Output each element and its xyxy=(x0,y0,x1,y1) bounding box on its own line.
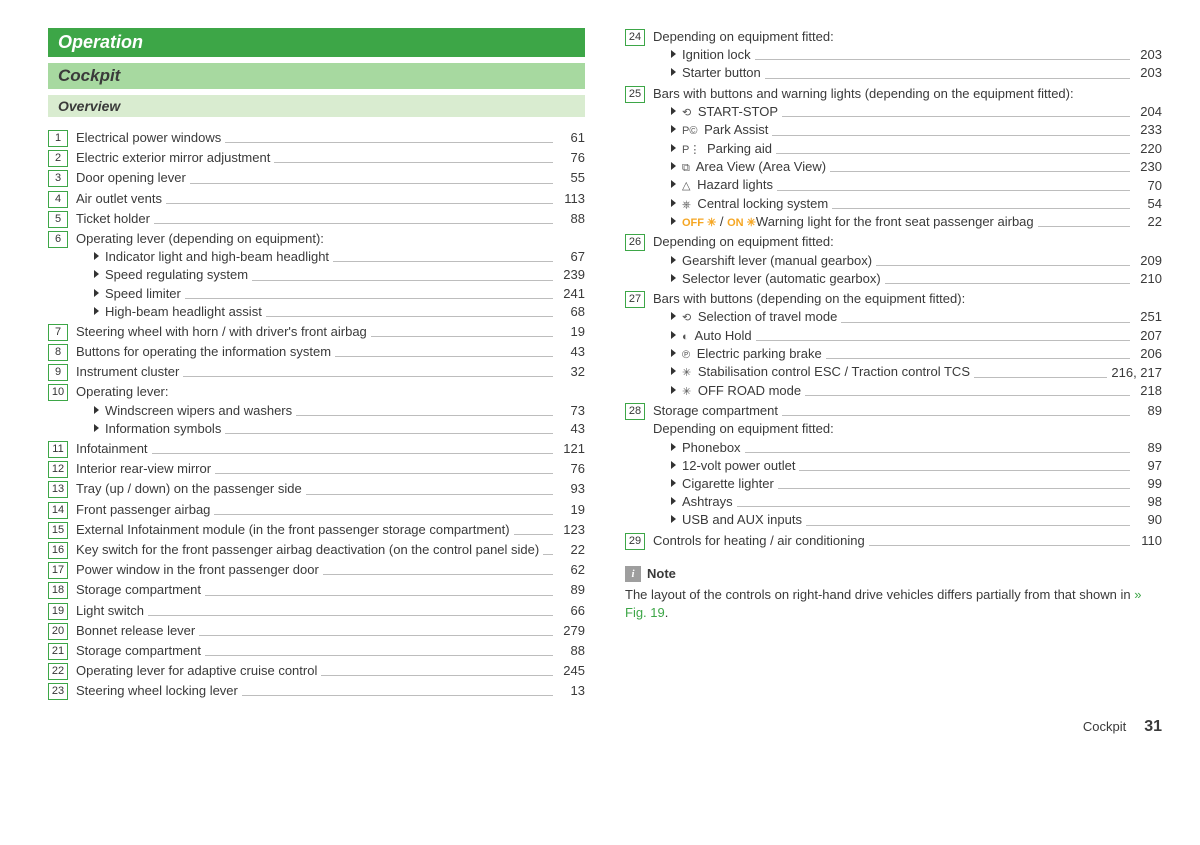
index-row: 19Light switch66 xyxy=(48,602,585,620)
index-row: 10Operating lever:Windscreen wipers and … xyxy=(48,383,585,438)
index-row: 3Door opening lever55 xyxy=(48,169,585,187)
index-row: 14Front passenger airbag19 xyxy=(48,501,585,519)
index-row: 18Storage compartment89 xyxy=(48,581,585,599)
heading-operation: Operation xyxy=(48,28,585,57)
index-row: 2Electric exterior mirror adjustment76 xyxy=(48,149,585,167)
index-row: 23Steering wheel locking lever13 xyxy=(48,682,585,700)
page-body: Operation Cockpit Overview 1Electrical p… xyxy=(0,0,1200,712)
index-row: 29Controls for heating / air conditionin… xyxy=(625,532,1162,550)
index-number: 26 xyxy=(625,234,645,251)
page-footer: Cockpit 31 xyxy=(0,712,1200,750)
heading-cockpit: Cockpit xyxy=(48,63,585,89)
index-row: 21Storage compartment88 xyxy=(48,642,585,660)
index-row: 7Steering wheel with horn / with driver'… xyxy=(48,323,585,341)
right-column: 24Depending on equipment fitted:Ignition… xyxy=(625,28,1162,702)
index-number: 8 xyxy=(48,344,68,361)
index-row: 11Infotainment121 xyxy=(48,440,585,458)
index-number: 1 xyxy=(48,130,68,147)
index-list-left: 1Electrical power windows61 2Electric ext… xyxy=(48,129,585,700)
index-row: 26Depending on equipment fitted:Gearshif… xyxy=(625,233,1162,288)
index-number: 5 xyxy=(48,211,68,228)
index-number: 4 xyxy=(48,191,68,208)
info-icon: i xyxy=(625,566,641,582)
index-row: 20Bonnet release lever279 xyxy=(48,622,585,640)
index-number: 20 xyxy=(48,623,68,640)
index-row: 16Key switch for the front passenger air… xyxy=(48,541,585,559)
index-number: 10 xyxy=(48,384,68,401)
index-number: 17 xyxy=(48,562,68,579)
index-row: 15External Infotainment module (in the f… xyxy=(48,521,585,539)
index-number: 14 xyxy=(48,502,68,519)
index-number: 27 xyxy=(625,291,645,308)
index-number: 22 xyxy=(48,663,68,680)
index-number: 11 xyxy=(48,441,68,458)
index-number: 3 xyxy=(48,170,68,187)
index-number: 24 xyxy=(625,29,645,46)
index-number: 13 xyxy=(48,481,68,498)
index-number: 6 xyxy=(48,231,68,248)
index-row: 28Storage compartment89Depending on equi… xyxy=(625,402,1162,529)
index-number: 12 xyxy=(48,461,68,478)
index-row: 6Operating lever (depending on equipment… xyxy=(48,230,585,321)
index-number: 28 xyxy=(625,403,645,420)
index-row: 12Interior rear-view mirror76 xyxy=(48,460,585,478)
index-number: 15 xyxy=(48,522,68,539)
index-number: 7 xyxy=(48,324,68,341)
note-label-row: i Note xyxy=(625,566,1162,582)
index-number: 23 xyxy=(48,683,68,700)
index-row: 5Ticket holder88 xyxy=(48,210,585,228)
index-number: 21 xyxy=(48,643,68,660)
index-row: 13Tray (up / down) on the passenger side… xyxy=(48,480,585,498)
index-row: 9Instrument cluster32 xyxy=(48,363,585,381)
left-column: Operation Cockpit Overview 1Electrical p… xyxy=(48,28,585,702)
index-row: 1Electrical power windows61 xyxy=(48,129,585,147)
index-number: 19 xyxy=(48,603,68,620)
index-number: 25 xyxy=(625,86,645,103)
footer-section: Cockpit xyxy=(1083,719,1126,734)
index-row: 27Bars with buttons (depending on the eq… xyxy=(625,290,1162,400)
index-number: 18 xyxy=(48,582,68,599)
index-row: 8Buttons for operating the information s… xyxy=(48,343,585,361)
index-row: 22Operating lever for adaptive cruise co… xyxy=(48,662,585,680)
index-row: 25Bars with buttons and warning lights (… xyxy=(625,85,1162,232)
index-row: 4Air outlet vents113 xyxy=(48,190,585,208)
index-number: 29 xyxy=(625,533,645,550)
footer-page-number: 31 xyxy=(1144,718,1162,736)
heading-overview: Overview xyxy=(48,95,585,117)
note-label: Note xyxy=(647,566,676,581)
index-number: 16 xyxy=(48,542,68,559)
index-number: 9 xyxy=(48,364,68,381)
index-list-right: 24Depending on equipment fitted:Ignition… xyxy=(625,28,1162,550)
note-text: The layout of the controls on right-hand… xyxy=(625,586,1162,622)
index-row: 17Power window in the front passenger do… xyxy=(48,561,585,579)
index-row: 24Depending on equipment fitted:Ignition… xyxy=(625,28,1162,83)
index-number: 2 xyxy=(48,150,68,167)
